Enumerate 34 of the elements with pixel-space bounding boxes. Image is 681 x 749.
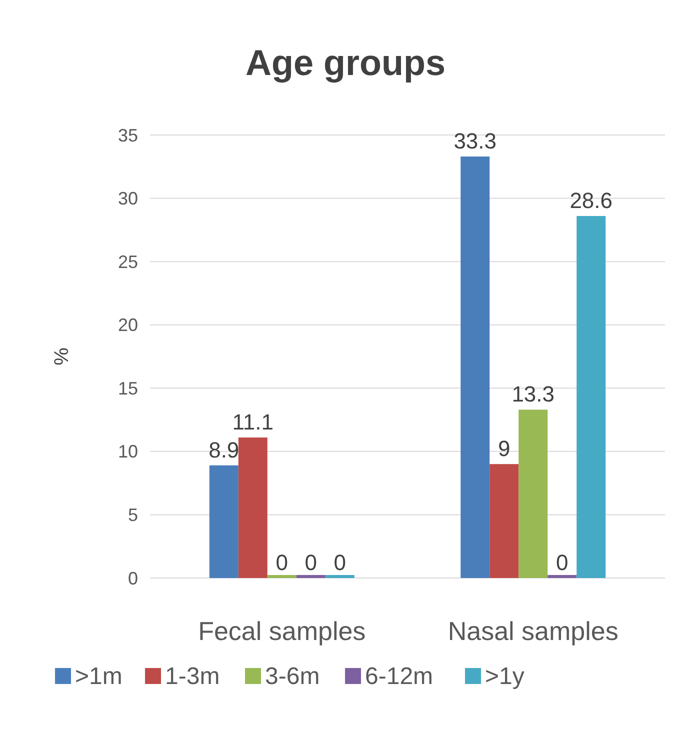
data-label: 11.1 xyxy=(232,410,274,435)
data-label: 28.6 xyxy=(570,188,613,214)
legend-label: >1y xyxy=(485,663,524,690)
data-label: 0 xyxy=(556,550,568,575)
x-tick-label: Nasal samples xyxy=(448,616,618,646)
y-tick-label: 20 xyxy=(118,315,138,336)
bar xyxy=(296,575,326,578)
bar xyxy=(548,575,577,578)
x-tick-label: Fecal samples xyxy=(198,616,366,646)
bar xyxy=(267,575,296,578)
bar xyxy=(518,410,548,578)
legend-label: >1m xyxy=(75,663,122,690)
data-label: 0 xyxy=(334,550,346,575)
y-tick-label: 30 xyxy=(118,188,138,209)
y-tick-label: 25 xyxy=(118,252,138,272)
data-label: 9 xyxy=(498,436,510,462)
y-tick-label: 10 xyxy=(118,442,138,462)
legend-label: 3-6m xyxy=(265,663,320,690)
y-tick-label: 5 xyxy=(128,505,138,526)
data-label: 33.3 xyxy=(454,128,497,154)
y-tick-label: 35 xyxy=(118,125,138,146)
chart-title: Age groups xyxy=(245,42,446,83)
y-tick-label: 0 xyxy=(128,568,138,588)
bar xyxy=(576,216,606,578)
data-label: 13.3 xyxy=(512,382,555,407)
data-label: 0 xyxy=(304,550,318,575)
y-axis-title: % xyxy=(51,347,73,366)
data-label: 8.9 xyxy=(208,437,240,462)
y-tick-label: 15 xyxy=(118,378,138,398)
bar xyxy=(325,575,354,578)
data-label: 0 xyxy=(276,550,288,575)
legend-label: 1-3m xyxy=(165,663,220,690)
legend-label: 6-12m xyxy=(365,663,434,690)
bar xyxy=(460,156,490,578)
